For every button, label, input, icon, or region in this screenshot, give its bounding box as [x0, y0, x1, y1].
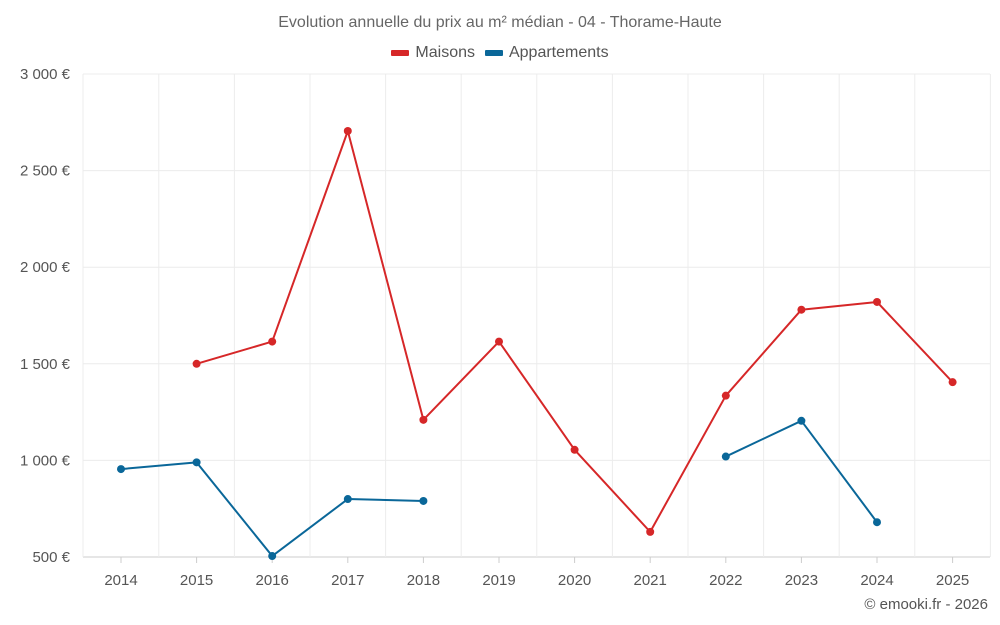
y-tick-label: 1 500 € — [20, 356, 71, 373]
x-axis: 2014 2015 2016 2017 2018 2019 2020 2021 2022 2023… — [104, 557, 969, 589]
x-tick-label: 2019 — [482, 572, 515, 589]
data-point-maisons-2018 — [419, 415, 428, 424]
chart-title: Evolution annuelle du prix au m² médian … — [278, 14, 722, 31]
data-point-maisons-2019 — [495, 337, 503, 346]
legend-item-appartements[interactable]: Appartements — [484, 44, 609, 62]
x-tick-label: 2018 — [407, 572, 440, 589]
data-point-appartements-2018 — [419, 496, 428, 505]
data-point-maisons-2024 — [873, 297, 881, 306]
data-point-appartements-2015 — [192, 458, 201, 467]
x-tick-label: 2014 — [104, 572, 137, 589]
y-tick-label: 2 500 € — [20, 163, 71, 180]
x-tick-label: 2017 — [331, 572, 364, 589]
data-point-appartements-2014 — [117, 465, 125, 474]
data-point-maisons-2021 — [646, 527, 655, 536]
data-point-appartements-2024 — [873, 518, 881, 527]
x-tick-label: 2015 — [180, 572, 213, 589]
data-point-maisons-2017 — [343, 126, 352, 135]
series-group — [117, 126, 957, 561]
data-point-maisons-2015 — [192, 359, 201, 368]
data-point-appartements-2023 — [797, 416, 806, 425]
series-line-appartements — [725, 419, 878, 523]
legend: Maisons Appartements — [0, 44, 1000, 62]
legend-item-maisons[interactable]: Maisons — [391, 44, 475, 62]
x-tick-label: 2025 — [936, 572, 969, 589]
copyright-text: © emooki.fr - 2026 — [864, 596, 988, 613]
data-point-maisons-2025 — [948, 378, 957, 387]
y-tick-label: 1 000 € — [20, 452, 71, 469]
grid-lines — [82, 73, 991, 558]
data-point-maisons-2022 — [721, 391, 730, 400]
legend-swatch-maisons — [391, 50, 410, 56]
data-point-appartements-2017 — [343, 495, 352, 504]
legend-label-maisons: Maisons — [415, 44, 475, 61]
data-point-appartements-2022 — [721, 452, 730, 461]
series-line-appartements — [120, 461, 424, 558]
y-tick-label: 2 000 € — [20, 259, 71, 276]
x-tick-label: 2022 — [709, 572, 742, 589]
y-axis: 3 000 € 2 500 € 2 000 € 1 500 € 1 000 € 500 € — [20, 66, 71, 566]
x-tick-label: 2016 — [256, 572, 289, 589]
data-point-maisons-2023 — [797, 305, 806, 314]
x-tick-label: 2021 — [634, 572, 667, 589]
data-point-appartements-2016 — [268, 552, 277, 561]
data-point-maisons-2016 — [268, 337, 277, 346]
y-tick-label: 500 € — [32, 549, 70, 566]
y-tick-label: 3 000 € — [20, 66, 71, 83]
x-tick-label: 2024 — [860, 572, 893, 589]
legend-swatch-appartements — [484, 50, 503, 56]
legend-label-appartements: Appartements — [508, 44, 609, 61]
data-point-maisons-2020 — [570, 445, 579, 454]
x-tick-label: 2020 — [558, 572, 591, 589]
x-tick-label: 2023 — [785, 572, 818, 589]
